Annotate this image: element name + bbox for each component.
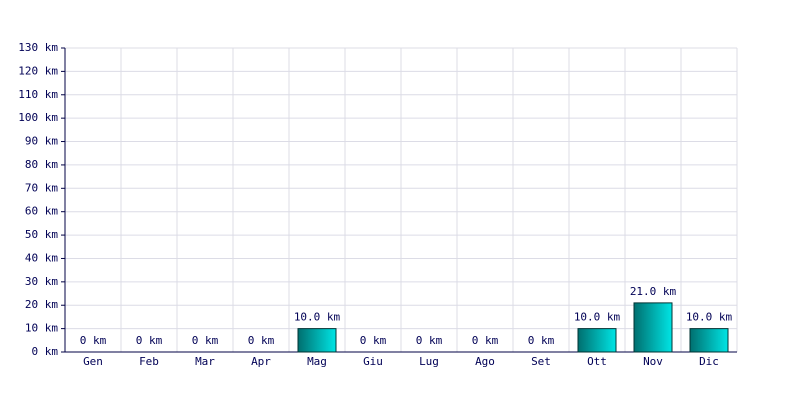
y-tick-label: 10 km [25,322,58,335]
x-tick-label: Set [531,355,551,368]
x-tick-label: Giu [363,355,383,368]
value-label: 0 km [248,334,275,347]
y-tick-label: 90 km [25,135,58,148]
value-label: 0 km [528,334,555,347]
value-label: 0 km [136,334,163,347]
x-tick-label: Feb [139,355,159,368]
y-tick-label: 50 km [25,228,58,241]
value-label: 10.0 km [686,311,733,324]
x-tick-label: Mar [195,355,215,368]
value-label: 0 km [80,334,107,347]
value-label: 10.0 km [574,311,621,324]
y-tick-label: 120 km [18,64,58,77]
x-tick-label: Apr [251,355,271,368]
value-label: 10.0 km [294,311,341,324]
value-label: 0 km [360,334,387,347]
bar [633,302,673,353]
x-tick-label: Nov [643,355,663,368]
y-tick-label: 20 km [25,298,58,311]
bar [577,328,617,353]
y-tick-label: 130 km [18,41,58,54]
y-tick-label: 0 km [32,345,59,358]
value-label: 0 km [472,334,499,347]
bar [297,328,337,353]
x-tick-label: Ott [587,355,607,368]
x-tick-label: Gen [83,355,103,368]
x-tick-label: Lug [419,355,439,368]
y-tick-label: 70 km [25,181,58,194]
y-tick-label: 80 km [25,158,58,171]
y-tick-label: 40 km [25,251,58,264]
x-tick-label: Dic [699,355,719,368]
y-tick-label: 60 km [25,205,58,218]
x-tick-label: Ago [475,355,495,368]
x-tick-label: Mag [307,355,327,368]
y-tick-label: 30 km [25,275,58,288]
bar [689,328,729,353]
y-tick-label: 100 km [18,111,58,124]
y-tick-label: 110 km [18,88,58,101]
value-label: 0 km [416,334,443,347]
value-label: 0 km [192,334,219,347]
value-label: 21.0 km [630,285,677,298]
